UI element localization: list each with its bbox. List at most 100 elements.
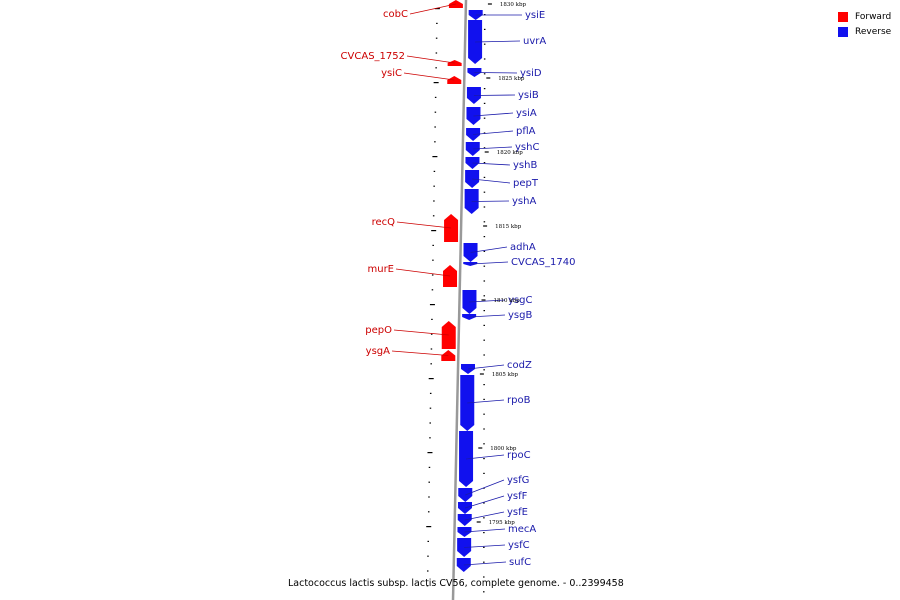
genome-backbone: [451, 0, 468, 600]
gene-label-ysiE[interactable]: ysiE: [525, 10, 545, 21]
scale-tick: [430, 348, 433, 350]
gene-leader-line: [393, 329, 449, 336]
scale-tick: [428, 481, 430, 483]
gene-leader-line: [473, 94, 516, 96]
gene-label-CVCAS_1740[interactable]: CVCAS_1740: [511, 257, 575, 268]
scale-tick: [483, 265, 486, 267]
map-caption: Lactococcus lactis subsp. lactis CV56, c…: [288, 578, 624, 589]
scale-tick: [434, 8, 440, 10]
gene-leader-line: [472, 178, 511, 184]
scale-tick: [429, 407, 432, 409]
gene-leader-line: [469, 299, 506, 303]
scale-tick: [432, 215, 435, 217]
gene-label-ysfF[interactable]: ysfF: [507, 491, 528, 502]
scale-tick: [483, 443, 485, 445]
scale-tick: [428, 496, 430, 498]
scale-tick: [483, 384, 485, 386]
gene-label-ysfG[interactable]: ysfG: [507, 475, 529, 486]
scale-tick: [433, 185, 435, 187]
gene-label-rpoB[interactable]: rpoB: [507, 395, 531, 406]
scale-tick: [483, 532, 485, 534]
scale-label: 1805 kbp: [492, 372, 519, 378]
gene-label-ysgA[interactable]: ysgA: [366, 346, 390, 357]
gene-label-yshA[interactable]: yshA: [512, 196, 536, 207]
gene-label-ysiC[interactable]: ysiC: [381, 68, 402, 79]
scale-tick: [426, 585, 429, 587]
gene-label-uvrA[interactable]: uvrA: [523, 36, 546, 47]
scale-tick: [427, 452, 433, 454]
scale-label: 1825 kbp: [498, 76, 525, 82]
scale-tick: [483, 561, 485, 563]
scale-label: 1830 kbp: [500, 2, 527, 8]
legend-item-forward: Forward: [838, 9, 891, 24]
scale-tick: [483, 398, 485, 400]
gene-label-cobC[interactable]: cobC: [383, 9, 408, 20]
gene-label-pflA[interactable]: pflA: [516, 126, 536, 137]
scale-tick: [427, 555, 429, 557]
scale-tick: [483, 132, 486, 134]
gene-leader-line: [467, 399, 505, 404]
scale-tick: [483, 221, 486, 223]
gene-label-ysiB[interactable]: ysiB: [518, 90, 539, 101]
scale-tick: [434, 96, 437, 98]
scale-tick: [431, 289, 434, 291]
scale-tick: [483, 369, 485, 371]
scale-labels: 1830 kbp 1825 kbp 1820 kbp 1815 kbp 1810 kbp…: [476, 2, 527, 526]
scale-tick: [483, 58, 486, 60]
gene-label-adhA[interactable]: adhA: [510, 242, 536, 253]
gene-label-murE[interactable]: murE: [367, 264, 394, 275]
scale-tick: [483, 546, 485, 548]
legend-swatch-reverse: [838, 26, 848, 37]
legend-item-reverse: Reverse: [838, 24, 891, 39]
scale-tick: [435, 67, 437, 69]
gene-leader-line: [463, 561, 507, 566]
legend-label: Reverse: [855, 26, 892, 37]
scale-tick: [427, 511, 430, 513]
gene-label-recQ[interactable]: recQ: [372, 217, 396, 228]
scale-tick: [483, 310, 485, 312]
scale-tick: [433, 82, 439, 84]
gene-leader-line: [472, 146, 513, 150]
scale-tick: [429, 392, 432, 394]
gene-label-yshC[interactable]: yshC: [515, 142, 539, 153]
gene-leader-line: [391, 350, 449, 356]
scale-tick: [436, 22, 438, 24]
gene-label-ysgB[interactable]: ysgB: [508, 310, 532, 321]
scale-tick: [483, 28, 486, 30]
scale-tick: [483, 591, 485, 593]
gene-leader-line: [464, 495, 505, 509]
scale-tick: [430, 363, 432, 365]
scale-tick: [483, 250, 486, 252]
scale-tick: [483, 354, 485, 356]
legend-swatch-forward: [838, 11, 848, 22]
gene-leader-line: [473, 112, 514, 117]
gene-leader-line: [395, 268, 451, 277]
gene-leader-line: [406, 55, 455, 64]
gene-label-ysfC[interactable]: ysfC: [508, 540, 530, 551]
gene-label-sufC[interactable]: sufC: [509, 557, 531, 568]
scale-tick: [431, 274, 434, 276]
gene-label-ysgC[interactable]: ysgC: [508, 295, 532, 306]
gene-leader-line: [473, 130, 514, 135]
gene-label-CVCAS_1752[interactable]: CVCAS_1752: [341, 51, 405, 62]
gene-label-pepT[interactable]: pepT: [513, 178, 539, 189]
gene-label-ysiA[interactable]: ysiA: [516, 108, 537, 119]
scale-tick: [429, 422, 431, 424]
scale-tick: [435, 52, 438, 54]
legend-label: Forward: [855, 11, 892, 22]
scale-tick: [430, 333, 433, 335]
gene-label-pepO[interactable]: pepO: [365, 325, 392, 336]
scale-tick: [433, 170, 436, 172]
gene-label-ysfE[interactable]: ysfE: [507, 507, 528, 518]
scale-tick: [483, 517, 485, 519]
gene-label-yshB[interactable]: yshB: [513, 160, 537, 171]
scale-tick: [483, 147, 486, 149]
gene-label-codZ[interactable]: codZ: [507, 360, 532, 371]
legend: Forward Reverse: [838, 9, 891, 39]
scale-tick: [483, 295, 486, 297]
gene-label-ysiD[interactable]: ysiD: [520, 68, 542, 79]
gene-leader-line: [474, 72, 518, 74]
gene-label-mecA[interactable]: mecA: [508, 524, 536, 535]
gene-label-rpoC[interactable]: rpoC: [507, 450, 531, 461]
scale-tick: [483, 502, 485, 504]
